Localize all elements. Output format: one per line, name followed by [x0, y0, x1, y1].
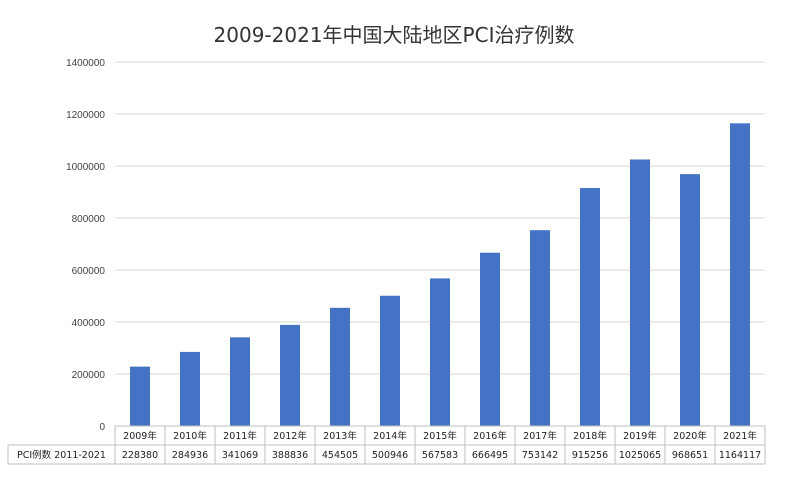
x-tick-label: 2010年: [173, 430, 207, 442]
chart-title: 2009-2021年中国大陆地区PCI治疗例数: [214, 23, 575, 47]
series-label: PCI例数 2011-2021: [17, 449, 106, 461]
x-tick-label: 2009年: [123, 430, 157, 442]
data-label: 1164117: [719, 450, 761, 461]
data-label: 454505: [322, 450, 358, 461]
data-label: 388836: [272, 450, 308, 461]
bar: [380, 295, 400, 426]
bar: [630, 159, 650, 426]
x-tick-label: 2012年: [273, 430, 307, 442]
bar: [230, 337, 250, 426]
x-tick-label: 2021年: [723, 430, 757, 442]
x-tick-label: 2013年: [323, 430, 357, 442]
data-label: 666495: [472, 450, 508, 461]
bar: [330, 307, 350, 426]
y-tick-label: 1400000: [66, 58, 105, 69]
data-label: 915256: [572, 450, 608, 461]
y-tick-label: 600000: [72, 266, 106, 277]
x-tick-label: 2017年: [523, 430, 557, 442]
bar: [480, 252, 500, 426]
data-label: 341069: [222, 450, 258, 461]
y-tick-label: 0: [99, 422, 105, 433]
x-tick-label: 2014年: [373, 430, 407, 442]
bar: [730, 123, 750, 426]
x-tick-label: 2016年: [473, 430, 507, 442]
data-label: 228380: [122, 450, 158, 461]
y-tick-label: 1200000: [66, 110, 105, 121]
bar: [530, 230, 550, 426]
y-tick-label: 200000: [72, 370, 106, 381]
x-tick-label: 2019年: [623, 430, 657, 442]
data-label: 500946: [372, 450, 408, 461]
x-tick-label: 2018年: [573, 430, 607, 442]
y-axis: 0 200000 400000 600000 800000 1000000 1200000 1…: [66, 58, 105, 433]
bar: [580, 188, 600, 426]
bar: [680, 174, 700, 426]
y-tick-label: 1000000: [66, 162, 105, 173]
bar: [130, 366, 150, 426]
data-label: 284936: [172, 450, 208, 461]
bar: [280, 324, 300, 426]
y-tick-label: 400000: [72, 318, 106, 329]
data-label: 567583: [422, 450, 458, 461]
bar: [180, 351, 200, 426]
x-tick-label: 2011年: [223, 430, 257, 442]
data-label: 968651: [672, 450, 708, 461]
bar: [430, 278, 450, 426]
x-tick-label: 2020年: [673, 430, 707, 442]
data-label: 753142: [522, 450, 558, 461]
y-tick-label: 800000: [72, 214, 106, 225]
data-label: 1025065: [619, 450, 661, 461]
data-table: 2009年 2010年 2011年 2012年 2013年 2014年 2015年 2016年…: [7, 425, 766, 465]
x-tick-label: 2015年: [423, 430, 457, 442]
bars: [130, 123, 750, 426]
